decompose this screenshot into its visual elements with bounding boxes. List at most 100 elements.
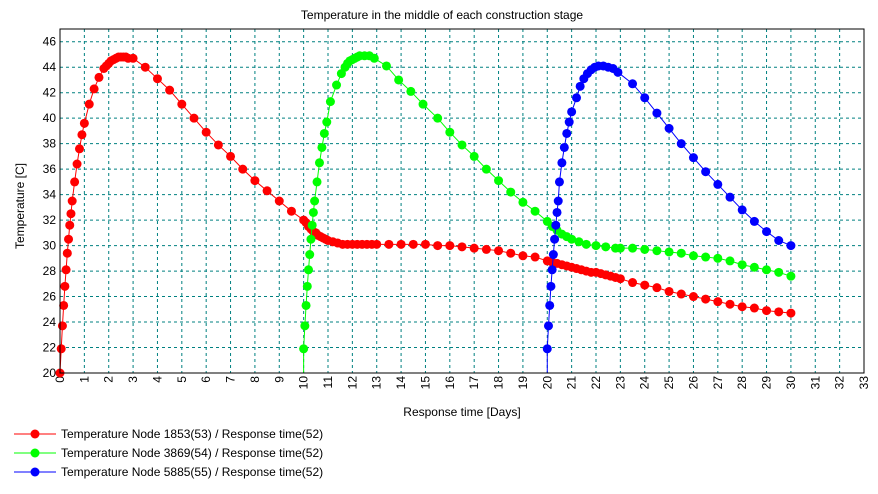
data-point [664, 247, 674, 257]
data-point [786, 308, 796, 318]
data-point [418, 99, 428, 109]
x-tick-label: 9 [272, 376, 286, 383]
x-tick-label: 14 [394, 376, 408, 390]
data-point [307, 220, 317, 230]
data-point [506, 187, 516, 197]
data-point [372, 239, 382, 249]
data-point [615, 274, 625, 284]
x-tick-label: 12 [345, 376, 359, 390]
legend: Temperature Node 1853(53) / Response tim… [14, 427, 323, 479]
data-point [140, 62, 150, 72]
data-point [72, 159, 82, 169]
data-point [559, 142, 569, 152]
data-point [542, 344, 552, 354]
data-point [420, 239, 430, 249]
data-point [557, 158, 567, 168]
data-point [67, 196, 77, 206]
x-tick-label: 1 [77, 376, 91, 383]
data-point [494, 246, 504, 256]
x-tick-label: 0 [53, 376, 67, 383]
data-point [394, 75, 404, 85]
y-tick-label: 36 [43, 162, 57, 176]
data-point [308, 207, 318, 217]
data-point [688, 292, 698, 302]
x-tick-label: 11 [321, 376, 335, 389]
y-tick-label: 40 [43, 111, 57, 125]
data-point [774, 307, 784, 317]
data-point [433, 113, 443, 123]
data-point [518, 251, 528, 261]
data-point [546, 281, 556, 291]
data-point [457, 242, 467, 252]
data-point [737, 302, 747, 312]
y-tick-label: 22 [43, 341, 57, 355]
data-point [762, 227, 772, 237]
data-point [749, 303, 759, 313]
data-point [518, 197, 528, 207]
data-point [433, 241, 443, 251]
data-point [550, 234, 560, 244]
data-point [613, 67, 623, 77]
data-point [369, 53, 379, 63]
data-point [701, 252, 711, 262]
data-point [688, 153, 698, 163]
data-point [564, 117, 574, 127]
data-point [701, 294, 711, 304]
x-tick-label: 20 [540, 376, 554, 390]
data-point [676, 289, 686, 299]
data-point [713, 179, 723, 189]
y-tick-label: 46 [43, 35, 57, 49]
data-point [59, 300, 69, 310]
data-point [786, 271, 796, 281]
series-2 [299, 51, 796, 373]
data-point [628, 278, 638, 288]
data-point [89, 84, 99, 94]
x-tick-label: 2 [102, 376, 116, 383]
data-point [652, 246, 662, 256]
x-tick-label: 18 [492, 376, 506, 390]
x-tick-label: 32 [833, 376, 847, 390]
data-point [628, 243, 638, 253]
data-point [381, 61, 391, 71]
x-tick-label: 25 [662, 376, 676, 390]
data-point [494, 176, 504, 186]
data-point [74, 144, 84, 154]
data-point [302, 281, 312, 291]
data-point [554, 177, 564, 187]
y-tick-label: 26 [43, 290, 57, 304]
data-point [567, 234, 577, 244]
data-point [94, 72, 104, 82]
data-point [84, 99, 94, 109]
data-point [713, 297, 723, 307]
y-tick-label: 30 [43, 239, 57, 253]
data-point [469, 151, 479, 161]
x-tick-label: 4 [150, 376, 164, 383]
data-point [64, 234, 74, 244]
data-point [57, 321, 67, 331]
data-point [226, 151, 236, 161]
data-point [640, 280, 650, 290]
x-tick-label: 7 [224, 376, 238, 383]
data-point [652, 283, 662, 293]
data-point [60, 281, 70, 291]
data-point [79, 118, 89, 128]
data-point [306, 234, 316, 244]
data-point [786, 241, 796, 251]
data-point [688, 251, 698, 261]
data-point [676, 139, 686, 149]
data-point [615, 243, 625, 253]
x-tick-label: 31 [808, 376, 822, 390]
x-tick-label: 15 [418, 376, 432, 390]
data-point [737, 260, 747, 270]
data-point [547, 265, 557, 275]
data-point [628, 79, 638, 89]
data-point [640, 93, 650, 103]
y-tick-label: 42 [43, 86, 57, 100]
data-point [299, 344, 309, 354]
x-tick-label: 10 [297, 376, 311, 390]
chart-title: Temperature in the middle of each constr… [301, 8, 583, 22]
y-tick-label: 32 [43, 213, 57, 227]
data-point [481, 244, 491, 254]
y-tick-label: 38 [43, 137, 57, 151]
